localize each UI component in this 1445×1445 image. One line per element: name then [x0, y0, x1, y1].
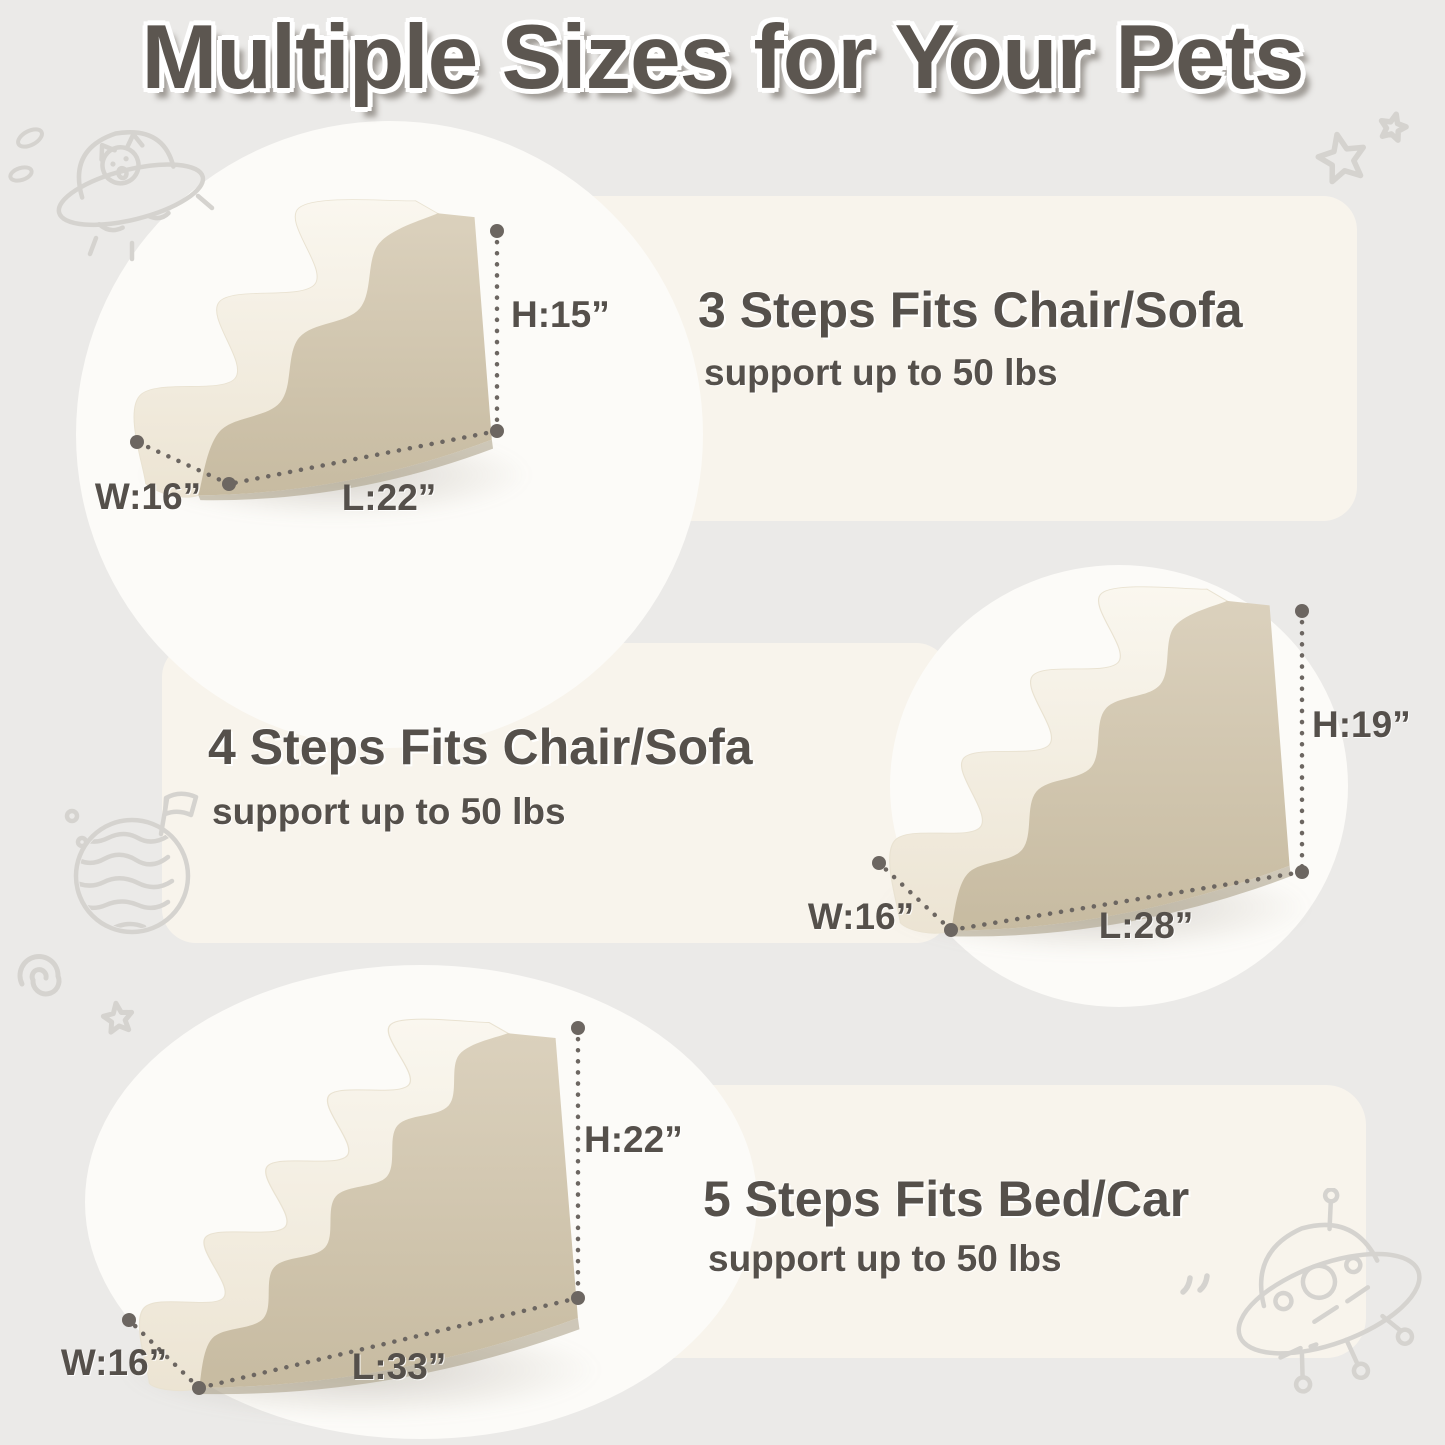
- support-5-step: support up to 50 lbs: [708, 1238, 1062, 1279]
- length-label-5-step: L:33”: [351, 1346, 447, 1387]
- beans-doodle-icon: [8, 127, 44, 183]
- support-4-step: support up to 50 lbs: [212, 791, 566, 832]
- spiral-doodle-icon: [17, 954, 62, 997]
- product-photo-4-step-stairs: [889, 586, 1291, 937]
- stars-doodle-icon: [1315, 111, 1409, 185]
- product-photo-3-step-stairs: [133, 199, 494, 501]
- height-label-4-step: H:19”: [1312, 704, 1411, 745]
- planet-flag-doodle-icon: [64, 791, 199, 935]
- height-label-5-step: H:22”: [584, 1119, 683, 1160]
- length-label-3-step: L:22”: [341, 477, 437, 518]
- support-3-step: support up to 50 lbs: [704, 352, 1058, 393]
- small-star-doodle-icon: [100, 1000, 135, 1035]
- length-label-4-step: L:28”: [1098, 905, 1194, 946]
- width-label-3-step: W:16”: [94, 476, 202, 517]
- width-label-5-step: W:16”: [60, 1342, 168, 1383]
- headline-5-step: 5 Steps Fits Bed/Car: [703, 1171, 1190, 1227]
- height-label-3-step: H:15”: [511, 294, 610, 335]
- page-title: Multiple Sizes for Your Pets: [141, 7, 1305, 108]
- headline-3-step: 3 Steps Fits Chair/Sofa: [698, 282, 1243, 338]
- headline-4-step: 4 Steps Fits Chair/Sofa: [208, 719, 753, 775]
- ufo-cat-doodle-icon: [56, 130, 215, 262]
- width-label-4-step: W:16”: [807, 896, 915, 937]
- quote-marks-doodle-icon: [1180, 1273, 1210, 1295]
- ufo-doodle-icon: [1236, 1188, 1422, 1394]
